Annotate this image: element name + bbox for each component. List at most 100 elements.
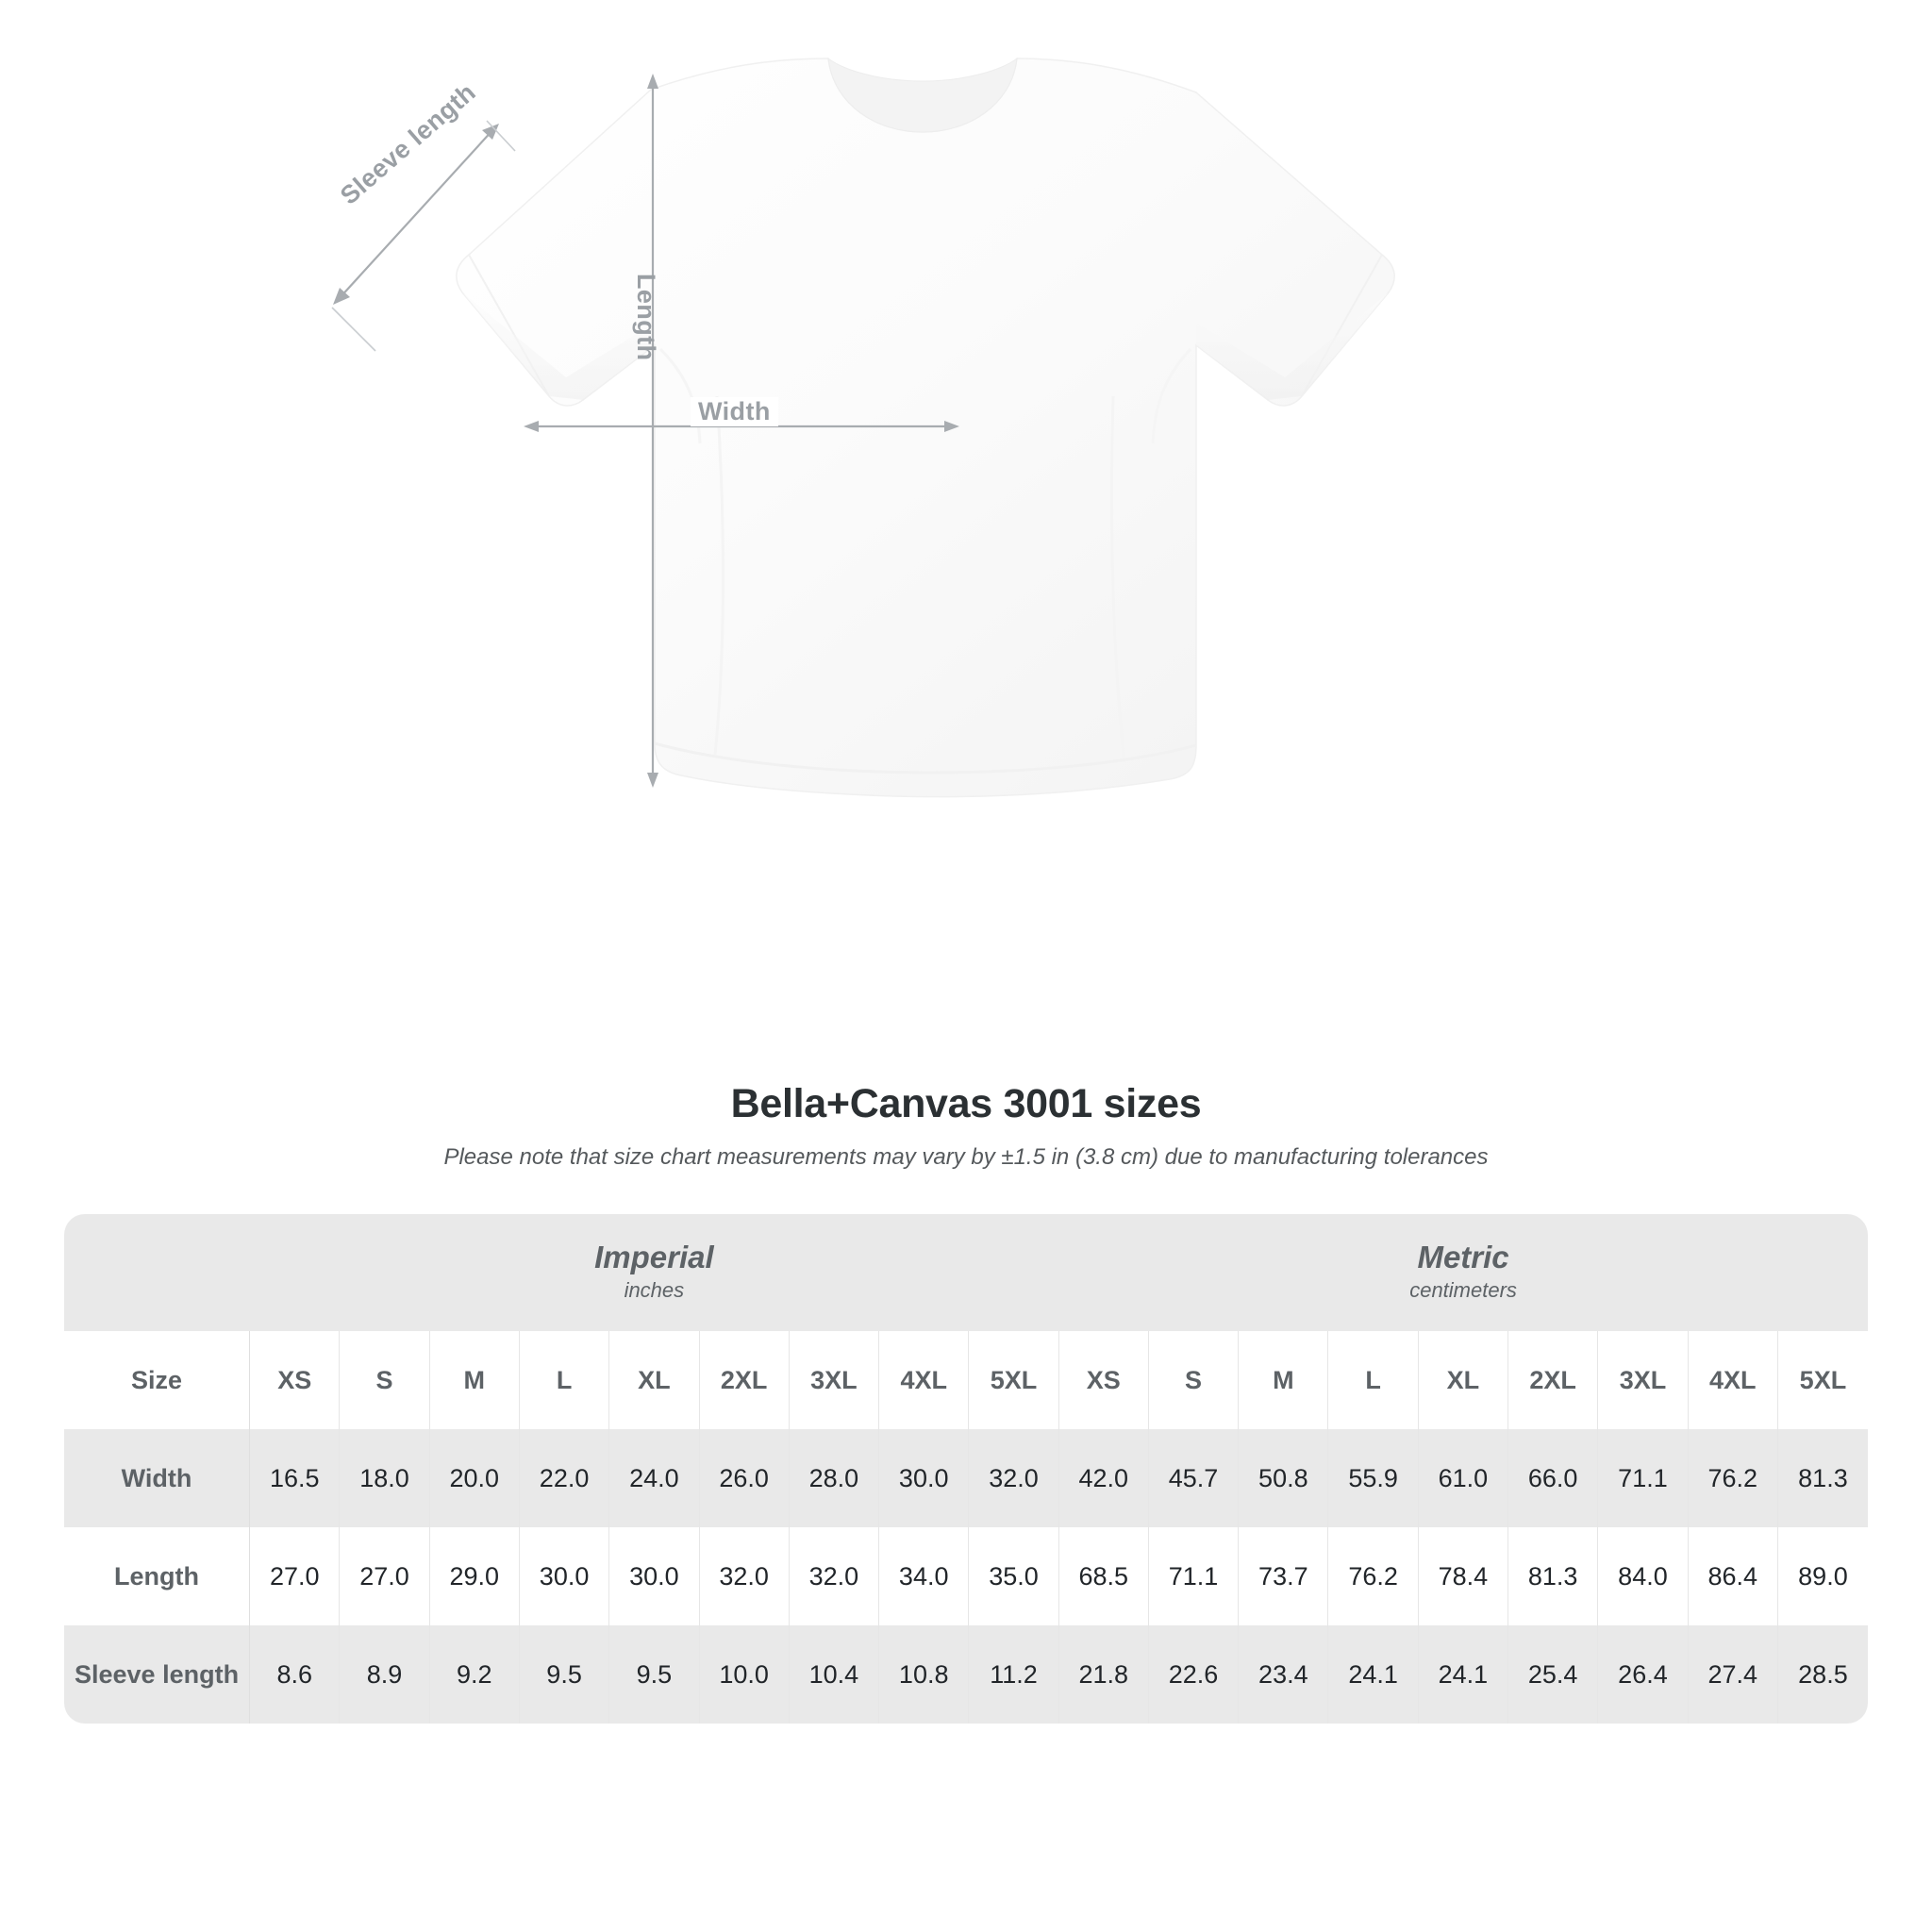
table-cell: 68.5 bbox=[1058, 1527, 1149, 1625]
table-cell: 24.1 bbox=[1418, 1625, 1509, 1724]
table-cell: 28.5 bbox=[1777, 1625, 1868, 1724]
row-label-length: Length bbox=[64, 1527, 251, 1625]
size-column-header: S bbox=[339, 1331, 430, 1429]
table-cell: 78.4 bbox=[1418, 1527, 1509, 1625]
table-cell: 27.0 bbox=[339, 1527, 430, 1625]
table-cell: 61.0 bbox=[1418, 1429, 1509, 1527]
size-column-header: S bbox=[1148, 1331, 1240, 1429]
tolerance-note: Please note that size chart measurements… bbox=[443, 1144, 1489, 1170]
dimension-lines bbox=[331, 74, 959, 788]
table-cell: 89.0 bbox=[1777, 1527, 1868, 1625]
title-block: Bella+Canvas 3001 sizes Please note that… bbox=[0, 1081, 1932, 1171]
unit-group-subtitle: inches bbox=[624, 1278, 685, 1303]
table-cell: 55.9 bbox=[1327, 1429, 1419, 1527]
width-label: Width bbox=[691, 397, 778, 426]
table-cell: 71.1 bbox=[1597, 1429, 1689, 1527]
row-label-width: Width bbox=[64, 1429, 251, 1527]
size-column-header: 4XL bbox=[1688, 1331, 1778, 1429]
table-cell: 29.0 bbox=[429, 1527, 520, 1625]
table-cell: 16.5 bbox=[249, 1429, 341, 1527]
table-cell: 71.1 bbox=[1148, 1527, 1240, 1625]
table-cell: 45.7 bbox=[1148, 1429, 1240, 1527]
table-cell: 9.2 bbox=[429, 1625, 520, 1724]
table-cell: 81.3 bbox=[1777, 1429, 1868, 1527]
size-header-label: Size bbox=[64, 1331, 251, 1429]
size-column-header: 2XL bbox=[699, 1331, 790, 1429]
table-cell: 25.4 bbox=[1507, 1625, 1599, 1724]
table-row: Length 27.0 27.0 29.0 30.0 30.0 32.0 32.0 34.0 35… bbox=[64, 1527, 1868, 1625]
size-column-header: L bbox=[1327, 1331, 1419, 1429]
table-corner-cell bbox=[64, 1214, 250, 1331]
table-cell: 27.0 bbox=[249, 1527, 341, 1625]
size-column-header: 3XL bbox=[1597, 1331, 1689, 1429]
table-cell: 9.5 bbox=[608, 1625, 700, 1724]
table-cell: 30.0 bbox=[878, 1429, 970, 1527]
table-cell: 66.0 bbox=[1507, 1429, 1599, 1527]
table-cell: 27.4 bbox=[1688, 1625, 1778, 1724]
table-cell: 32.0 bbox=[968, 1429, 1059, 1527]
table-cell: 86.4 bbox=[1688, 1527, 1778, 1625]
table-cell: 32.0 bbox=[699, 1527, 790, 1625]
table-cell: 32.0 bbox=[789, 1527, 880, 1625]
table-cell: 28.0 bbox=[789, 1429, 880, 1527]
unit-group-name: Imperial bbox=[594, 1239, 714, 1274]
size-column-header: XL bbox=[1418, 1331, 1509, 1429]
size-column-header: 2XL bbox=[1507, 1331, 1599, 1429]
table-cell: 81.3 bbox=[1507, 1527, 1599, 1625]
size-chart-table-wrapper: Imperial inches Metric centimeters Size XS S M L… bbox=[64, 1214, 1868, 1724]
table-cell: 20.0 bbox=[429, 1429, 520, 1527]
table-cell: 26.4 bbox=[1597, 1625, 1689, 1724]
size-column-header: L bbox=[519, 1331, 610, 1429]
table-cell: 24.0 bbox=[608, 1429, 700, 1527]
table-cell: 21.8 bbox=[1058, 1625, 1149, 1724]
table-row: Width 16.5 18.0 20.0 22.0 24.0 26.0 28.0 30.0 32.… bbox=[64, 1429, 1868, 1527]
table-cell: 24.1 bbox=[1327, 1625, 1419, 1724]
sleeve-dimension-line bbox=[337, 127, 495, 301]
unit-group-subtitle: centimeters bbox=[1409, 1278, 1517, 1303]
unit-group-header-imperial: Imperial inches bbox=[249, 1214, 1059, 1331]
size-column-header: XL bbox=[608, 1331, 700, 1429]
table-cell: 30.0 bbox=[519, 1527, 610, 1625]
table-cell: 76.2 bbox=[1688, 1429, 1778, 1527]
tshirt-illustration bbox=[331, 57, 1395, 798]
size-column-header: XS bbox=[1058, 1331, 1149, 1429]
length-label: Length bbox=[632, 274, 660, 361]
size-column-header: 5XL bbox=[968, 1331, 1059, 1429]
size-column-header: XS bbox=[249, 1331, 341, 1429]
table-cell: 22.6 bbox=[1148, 1625, 1240, 1724]
table-cell: 26.0 bbox=[699, 1429, 790, 1527]
size-column-header: M bbox=[429, 1331, 520, 1429]
table-cell: 50.8 bbox=[1238, 1429, 1329, 1527]
tshirt-measurement-diagram: Sleeve length Length Width bbox=[331, 57, 1395, 798]
table-cell: 8.9 bbox=[339, 1625, 430, 1724]
table-cell: 8.6 bbox=[249, 1625, 341, 1724]
table-cell: 34.0 bbox=[878, 1527, 970, 1625]
table-cell: 84.0 bbox=[1597, 1527, 1689, 1625]
table-cell: 10.0 bbox=[699, 1625, 790, 1724]
size-column-header: 4XL bbox=[878, 1331, 970, 1429]
table-cell: 76.2 bbox=[1327, 1527, 1419, 1625]
size-chart-table: Imperial inches Metric centimeters Size XS S M L… bbox=[64, 1214, 1868, 1724]
table-cell: 73.7 bbox=[1238, 1527, 1329, 1625]
table-cell: 10.8 bbox=[878, 1625, 970, 1724]
page-title: Bella+Canvas 3001 sizes bbox=[730, 1081, 1202, 1126]
size-column-header: 5XL bbox=[1777, 1331, 1868, 1429]
table-cell: 42.0 bbox=[1058, 1429, 1149, 1527]
table-cell: 22.0 bbox=[519, 1429, 610, 1527]
unit-group-name: Metric bbox=[1417, 1239, 1509, 1274]
size-column-header: 3XL bbox=[789, 1331, 880, 1429]
unit-group-header-metric: Metric centimeters bbox=[1058, 1214, 1868, 1331]
table-cell: 18.0 bbox=[339, 1429, 430, 1527]
unit-header-row: Imperial inches Metric centimeters bbox=[64, 1214, 1868, 1331]
table-cell: 9.5 bbox=[519, 1625, 610, 1724]
table-cell: 35.0 bbox=[968, 1527, 1059, 1625]
table-cell: 30.0 bbox=[608, 1527, 700, 1625]
size-header-row: Size XS S M L XL 2XL 3XL 4XL 5XL XS S M L XL 2XL 3XL 4XL 5… bbox=[64, 1331, 1868, 1429]
table-row: Sleeve length 8.6 8.9 9.2 9.5 9.5 10.0 10.4 10.8… bbox=[64, 1625, 1868, 1724]
table-cell: 11.2 bbox=[968, 1625, 1059, 1724]
table-cell: 23.4 bbox=[1238, 1625, 1329, 1724]
table-cell: 10.4 bbox=[789, 1625, 880, 1724]
row-label-sleeve-length: Sleeve length bbox=[64, 1625, 251, 1724]
shirt-body-shape bbox=[456, 57, 1395, 798]
size-column-header: M bbox=[1238, 1331, 1329, 1429]
